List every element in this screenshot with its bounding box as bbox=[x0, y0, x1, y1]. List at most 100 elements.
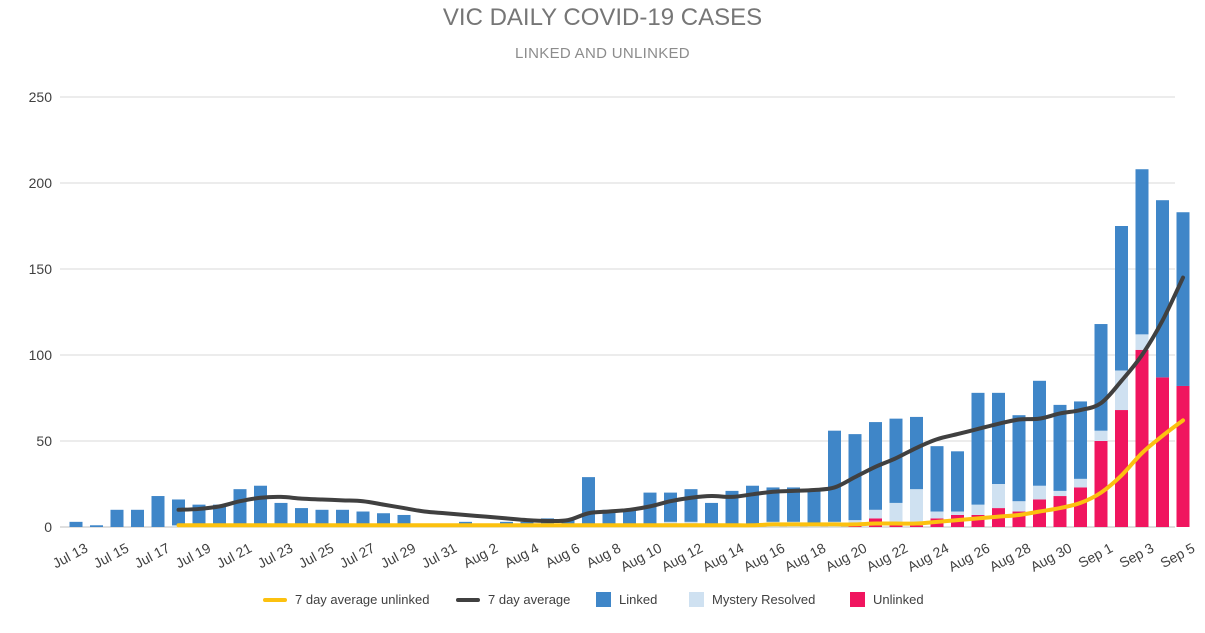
y-tick-label: 150 bbox=[29, 261, 53, 277]
x-tick-label: Aug 20 bbox=[823, 540, 870, 575]
legend-item-linked: Linked bbox=[596, 592, 657, 607]
bar-segment-linked bbox=[623, 509, 636, 526]
bar-segment-mystery-resolved bbox=[869, 509, 882, 519]
x-tick-label: Jul 27 bbox=[337, 540, 378, 572]
bar-segment-mystery-resolved bbox=[930, 511, 944, 519]
bar-segment-linked bbox=[1012, 415, 1026, 502]
bar-segment-linked bbox=[1156, 200, 1169, 378]
bar-segment-linked bbox=[910, 416, 923, 490]
bar-segment-linked bbox=[295, 508, 308, 527]
legend-swatch bbox=[689, 592, 704, 607]
legend-label: Unlinked bbox=[873, 592, 924, 607]
legend-swatch bbox=[596, 592, 611, 607]
bar-segment-linked bbox=[233, 489, 247, 527]
x-tick-label: Aug 28 bbox=[987, 540, 1034, 575]
bar-segment-linked bbox=[725, 490, 739, 524]
bar-segment-mystery-resolved bbox=[992, 484, 1005, 509]
x-tick-label: Aug 26 bbox=[946, 540, 993, 575]
bar-segment-linked bbox=[746, 485, 759, 524]
bar-segment-unlinked bbox=[889, 525, 903, 527]
bar-segment-linked bbox=[664, 492, 677, 522]
chart-title: VIC DAILY COVID-19 CASES bbox=[442, 4, 763, 31]
x-tick-label: Jul 15 bbox=[91, 540, 132, 572]
line-7-day-average bbox=[176, 275, 1185, 524]
bar-segment-linked bbox=[1074, 401, 1087, 479]
bar-segment-unlinked bbox=[1176, 385, 1190, 527]
x-tick-label: Aug 8 bbox=[584, 540, 624, 571]
x-tick-label: Jul 29 bbox=[378, 540, 419, 572]
x-tick-label: Aug 14 bbox=[700, 540, 747, 575]
bar-segment-unlinked bbox=[1074, 487, 1087, 527]
legend-item-avg-unlinked: 7 day average unlinked bbox=[263, 592, 429, 607]
bar-segment-mystery-resolved bbox=[1094, 430, 1108, 441]
legend-swatch bbox=[456, 597, 480, 602]
bar-segment-mystery-resolved bbox=[910, 489, 923, 526]
x-tick-label: Aug 24 bbox=[905, 540, 952, 575]
x-tick-label: Jul 19 bbox=[173, 540, 214, 572]
bar-segment-mystery-resolved bbox=[1135, 334, 1149, 350]
bar-segment-linked bbox=[1094, 324, 1108, 431]
bar-segment-mystery-resolved bbox=[951, 511, 964, 515]
bar-segment-linked bbox=[1176, 212, 1190, 386]
bar-segment-unlinked bbox=[1053, 496, 1067, 527]
x-tick-label: Aug 6 bbox=[543, 540, 583, 571]
legend-label: 7 day average bbox=[488, 592, 571, 607]
y-tick-label: 250 bbox=[29, 89, 53, 105]
x-tick-label: Aug 22 bbox=[864, 540, 911, 575]
legend-label: 7 day average unlinked bbox=[295, 592, 430, 607]
x-tick-label: Aug 16 bbox=[741, 540, 788, 575]
chart-subtitle: LINKED AND UNLINKED bbox=[515, 45, 690, 62]
y-tick-label: 0 bbox=[44, 519, 52, 535]
bar-segment-mystery-resolved bbox=[1074, 478, 1087, 488]
bar-segment-linked bbox=[971, 392, 985, 505]
bar-segment-unlinked bbox=[1115, 410, 1128, 527]
bar-segment-linked bbox=[582, 477, 595, 526]
x-tick-label: Jul 17 bbox=[132, 540, 173, 572]
bar-segment-linked bbox=[336, 509, 349, 527]
bar-segment-linked bbox=[110, 509, 124, 527]
legend-item-avg: 7 day average bbox=[456, 592, 570, 607]
x-tick-label: Aug 10 bbox=[618, 540, 665, 575]
chart-legend: 7 day average unlinked 7 day average Lin… bbox=[0, 592, 1205, 612]
bar-segment-mystery-resolved bbox=[1012, 501, 1026, 512]
bar-segment-linked bbox=[992, 392, 1005, 484]
bar-segment-linked bbox=[172, 499, 185, 526]
x-tick-label: Jul 25 bbox=[296, 540, 337, 572]
x-tick-label: Sep 5 bbox=[1158, 540, 1198, 571]
bar-segment-unlinked bbox=[1094, 441, 1108, 527]
bar-segment-linked bbox=[1115, 226, 1128, 371]
bar-segment-linked bbox=[356, 511, 370, 527]
x-tick-label: Aug 18 bbox=[782, 540, 829, 575]
bar-segment-linked bbox=[69, 521, 83, 527]
legend-swatch bbox=[263, 597, 287, 602]
x-tick-label: Aug 30 bbox=[1028, 540, 1075, 575]
y-tick-label: 50 bbox=[36, 433, 52, 449]
x-tick-label: Aug 2 bbox=[461, 540, 501, 571]
x-tick-label: Sep 3 bbox=[1117, 540, 1157, 571]
bar-segment-linked bbox=[684, 489, 698, 522]
bar-segment-unlinked bbox=[910, 525, 923, 527]
legend-label: Linked bbox=[619, 592, 658, 607]
x-tick-label: Aug 12 bbox=[659, 540, 706, 575]
bar-segment-linked bbox=[889, 418, 903, 503]
legend-item-unlinked: Unlinked bbox=[850, 592, 924, 607]
bar-segment-unlinked bbox=[1135, 349, 1149, 527]
bar-segment-linked bbox=[930, 446, 944, 512]
bar-segment-mystery-resolved bbox=[1033, 485, 1046, 500]
legend-label: Mystery Resolved bbox=[712, 592, 816, 607]
bar-segment-linked bbox=[213, 504, 226, 526]
x-tick-label: Aug 4 bbox=[502, 540, 542, 571]
bar-segment-linked bbox=[315, 509, 329, 527]
bar-segment-mystery-resolved bbox=[1115, 370, 1128, 411]
bar-segment-linked bbox=[705, 502, 718, 524]
bar-segment-linked bbox=[274, 502, 288, 527]
bar-segment-linked bbox=[1135, 169, 1149, 335]
x-tick-label: Jul 23 bbox=[255, 540, 296, 572]
bar-segment-mystery-resolved bbox=[971, 504, 985, 515]
line-7-day-average-unlinked bbox=[176, 418, 1185, 528]
x-tick-label: Sep 1 bbox=[1076, 540, 1116, 571]
bar-segment-linked bbox=[151, 496, 165, 527]
bar-segment-unlinked bbox=[1156, 377, 1169, 527]
x-tick-label: Jul 13 bbox=[50, 540, 91, 572]
